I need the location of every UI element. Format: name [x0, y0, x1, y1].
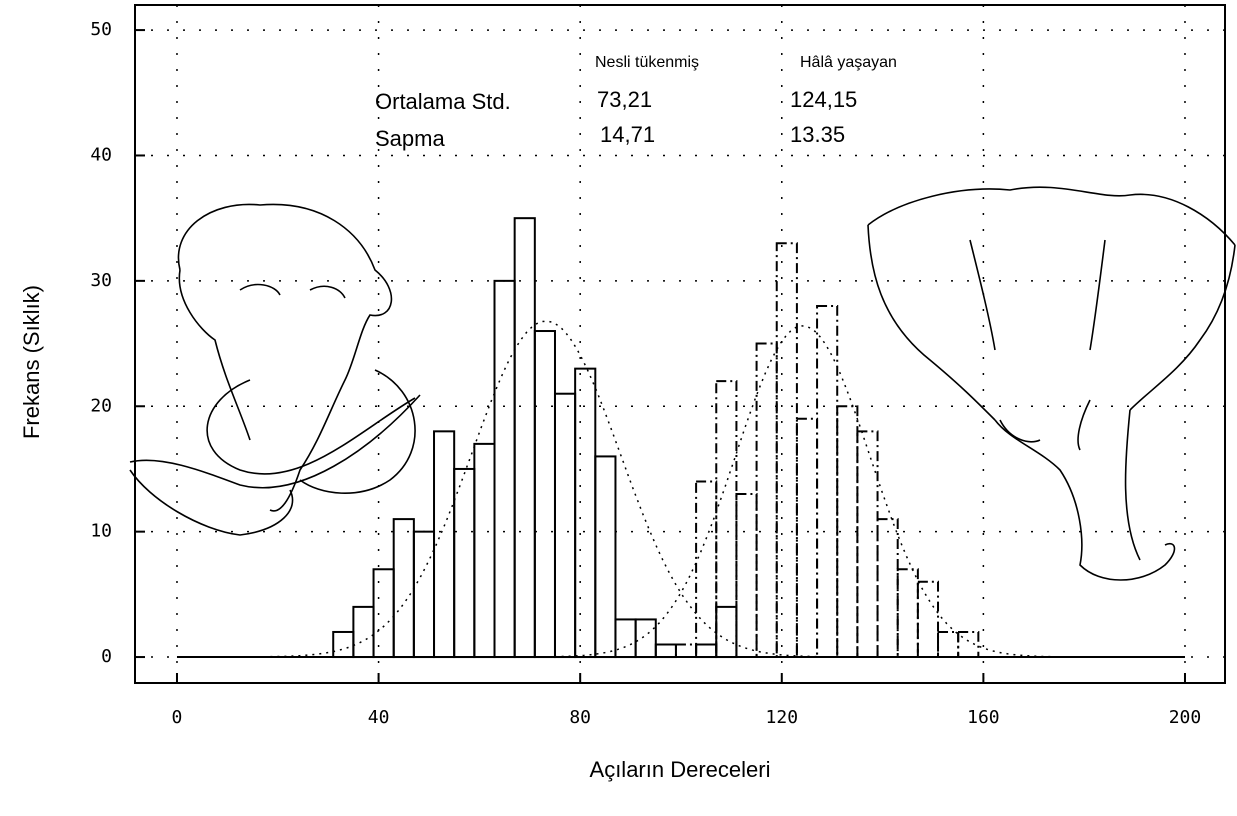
y-tick-label: 40	[90, 144, 112, 165]
histogram-bar	[614, 618, 637, 659]
stats-value: 124,15	[790, 87, 857, 112]
histogram-bar	[795, 417, 819, 659]
histogram-bar	[594, 455, 617, 659]
histogram-bar	[513, 217, 536, 659]
histogram-bar	[453, 467, 476, 659]
histogram-bar	[412, 530, 436, 659]
grid	[135, 5, 1225, 683]
histogram-bar	[755, 342, 778, 659]
fit-curve	[533, 325, 1068, 658]
y-tick-label: 0	[101, 646, 112, 667]
x-tick-label: 160	[967, 707, 1000, 728]
stats-value: 13.35	[790, 122, 845, 147]
histogram-bar	[533, 330, 556, 659]
histogram-bar	[695, 643, 718, 659]
histogram-bar	[735, 493, 758, 659]
stats-header: Hâlâ yaşayan	[800, 54, 897, 71]
y-tick-label: 50	[90, 19, 112, 40]
marks	[249, 217, 1068, 659]
x-tick-label: 120	[766, 707, 799, 728]
elephant-drawing	[867, 186, 1236, 581]
histogram-bar	[473, 442, 496, 659]
mammoth-drawing	[129, 203, 421, 536]
histogram-bar	[352, 605, 375, 659]
stats-header: Nesli tükenmiş	[595, 54, 699, 71]
y-axis-label: Frekans (Sıklık)	[19, 285, 44, 439]
histogram-bar	[916, 580, 940, 659]
histogram-bar	[654, 643, 677, 659]
histogram-bar	[574, 367, 597, 659]
stats-row-label: Ortalama Std.	[375, 89, 511, 114]
histogram-bar	[695, 480, 718, 659]
histogram-bar	[493, 279, 516, 659]
x-tick-label: 80	[569, 707, 591, 728]
histogram-bar	[957, 630, 980, 659]
histogram-bar	[715, 605, 738, 659]
histogram-bar	[816, 304, 839, 659]
y-tick-label: 30	[90, 270, 112, 291]
x-tick-label: 0	[172, 707, 183, 728]
histogram-bar	[836, 405, 859, 659]
plot-frame	[134, 4, 1226, 684]
histogram-bar	[876, 518, 899, 659]
y-tick-label: 20	[90, 395, 112, 416]
histogram-bar	[553, 392, 577, 659]
histogram-bar	[937, 630, 960, 659]
stats-row-label: Sapma	[375, 126, 445, 151]
histogram-bar	[332, 630, 355, 659]
stats-value: 73,21	[597, 87, 652, 112]
x-axis-label: Açıların Dereceleri	[590, 757, 771, 782]
y-tick-label: 10	[90, 521, 112, 542]
histogram-bar	[392, 518, 415, 659]
histogram-bar	[674, 643, 698, 659]
histogram-bar	[715, 380, 738, 659]
fit-curve	[249, 320, 840, 658]
histogram-bar	[896, 568, 919, 659]
x-tick-label: 40	[368, 707, 390, 728]
histogram-bar	[856, 430, 879, 659]
histogram-bar	[372, 568, 395, 659]
x-tick-label: 200	[1169, 707, 1202, 728]
histogram-bar	[775, 242, 798, 659]
stats-value: 14,71	[600, 122, 655, 147]
histogram-bar	[634, 618, 657, 659]
